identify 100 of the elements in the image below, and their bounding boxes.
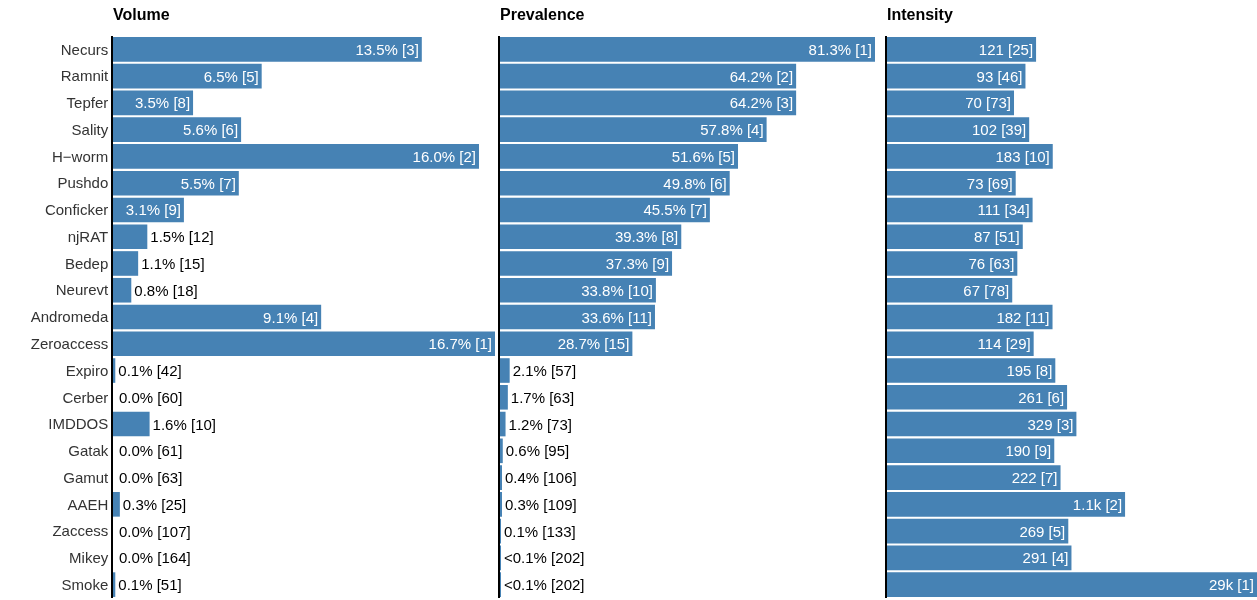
y-tick-label: Zeroaccess	[30, 335, 109, 353]
data-label: 2.1% [57]	[512, 362, 577, 380]
y-tick-label: Zaccess	[52, 522, 109, 540]
data-label: 195 [8]	[1006, 362, 1053, 380]
data-label: 0.0% [60]	[119, 389, 183, 406]
y-tick-label: Pushdo	[57, 174, 109, 192]
bar	[113, 117, 242, 142]
data-label: 9.1% [4]	[263, 308, 319, 326]
data-label: 114 [29]	[977, 335, 1031, 353]
data-label: 16.0% [2]	[412, 147, 476, 165]
y-tick-label: Mikey	[69, 549, 109, 567]
y-tick-label: Expiro	[65, 361, 109, 379]
data-label: 1.6% [10]	[152, 415, 216, 433]
data-label: 16.7% [1]	[428, 335, 492, 353]
y-tick-label: Bedep	[64, 254, 109, 272]
data-label: 49.8% [6]	[663, 174, 727, 192]
data-label: 3.1% [9]	[125, 201, 181, 219]
data-label: 29k [1]	[1208, 576, 1254, 594]
data-label: 64.2% [3]	[729, 94, 794, 112]
data-label: 0.0% [164]	[119, 549, 191, 566]
data-label: <0.1% [202]	[504, 576, 585, 594]
data-label: 0.3% [25]	[122, 495, 187, 513]
bar	[500, 251, 673, 276]
data-label: 0.3% [109]	[505, 495, 577, 513]
bar	[500, 277, 656, 303]
y-tick-label: Neurevt	[55, 281, 110, 299]
bar	[113, 224, 148, 250]
chart-title: Volume	[113, 6, 170, 24]
data-label: 33.8% [10]	[581, 281, 653, 299]
data-label: 13.5% [3]	[355, 40, 419, 58]
data-label: 45.5% [7]	[643, 201, 707, 219]
bar	[500, 224, 682, 250]
data-label: 0.1% [51]	[118, 576, 182, 594]
data-label: 33.6% [11]	[581, 308, 652, 326]
data-label: 0.1% [133]	[504, 522, 576, 540]
data-label: 0.0% [61]	[119, 442, 183, 459]
bar	[500, 37, 875, 62]
bar	[113, 411, 150, 437]
data-label: 87 [51]	[973, 228, 1020, 246]
data-label: 0.6% [95]	[505, 442, 570, 460]
y-tick-label: njRAT	[67, 227, 109, 245]
data-label: 0.0% [63]	[119, 469, 183, 486]
data-label: 183 [10]	[995, 147, 1050, 165]
data-label: 57.8% [4]	[700, 121, 764, 139]
bar	[113, 277, 132, 303]
data-label: 222 [7]	[1011, 469, 1058, 487]
bar	[500, 63, 797, 89]
data-label: 329 [3]	[1027, 415, 1074, 433]
bar	[113, 331, 495, 357]
data-label: 67 [78]	[963, 281, 1010, 299]
y-tick-label: Gamut	[63, 468, 110, 486]
y-tick-label: Andromeda	[30, 308, 109, 326]
data-label: 0.8% [18]	[134, 281, 198, 299]
y-tick-label: Necurs	[60, 40, 109, 58]
data-label: 73 [69]	[966, 174, 1013, 192]
bar	[500, 358, 510, 383]
data-label: 291 [4]	[1022, 549, 1069, 567]
bar	[500, 438, 503, 464]
data-label: 5.6% [6]	[183, 121, 239, 139]
bar	[500, 331, 633, 357]
data-label: 182 [11]	[996, 308, 1050, 326]
data-label: 37.3% [9]	[605, 254, 670, 272]
data-label: 1.1k [2]	[1072, 495, 1123, 513]
y-tick-label: Tepfer	[66, 94, 109, 112]
bar	[113, 144, 479, 169]
y-tick-label: Conficker	[44, 201, 109, 219]
data-label: 3.5% [8]	[135, 94, 191, 112]
bar	[113, 304, 322, 330]
bar	[500, 170, 730, 196]
bar	[500, 90, 797, 116]
y-tick-label: IMDDOS	[48, 415, 109, 433]
data-label: 0.0% [107]	[119, 523, 191, 540]
y-tick-label: Smoke	[61, 575, 109, 593]
data-label: 76 [63]	[968, 254, 1015, 272]
bar	[500, 384, 508, 410]
bar	[500, 411, 506, 437]
bar	[500, 144, 739, 169]
data-label: <0.1% [202]	[504, 549, 585, 567]
bar	[113, 170, 239, 196]
y-tick-label: Ramnit	[60, 67, 110, 85]
data-label: 64.2% [2]	[729, 67, 794, 85]
bar	[500, 117, 767, 142]
data-label: 269 [5]	[1019, 522, 1066, 540]
data-label: 51.6% [5]	[671, 147, 736, 165]
data-label: 6.5% [5]	[203, 67, 259, 85]
data-label: 102 [39]	[971, 121, 1027, 139]
data-label: 39.3% [8]	[614, 228, 679, 246]
y-tick-label: AAEH	[67, 495, 109, 513]
data-label: 70 [73]	[965, 94, 1012, 112]
y-tick-label: Cerber	[62, 388, 109, 406]
data-label: 28.7% [15]	[557, 335, 630, 353]
data-label: 121 [25]	[978, 40, 1034, 58]
data-label: 1.5% [12]	[150, 228, 214, 246]
y-tick-label: Sality	[71, 120, 109, 138]
data-label: 0.4% [106]	[505, 469, 577, 487]
bar	[500, 197, 710, 223]
data-label: 81.3% [1]	[808, 40, 872, 58]
data-label: 1.2% [73]	[508, 415, 572, 433]
bar	[113, 37, 422, 62]
data-label: 1.1% [15]	[141, 254, 205, 272]
